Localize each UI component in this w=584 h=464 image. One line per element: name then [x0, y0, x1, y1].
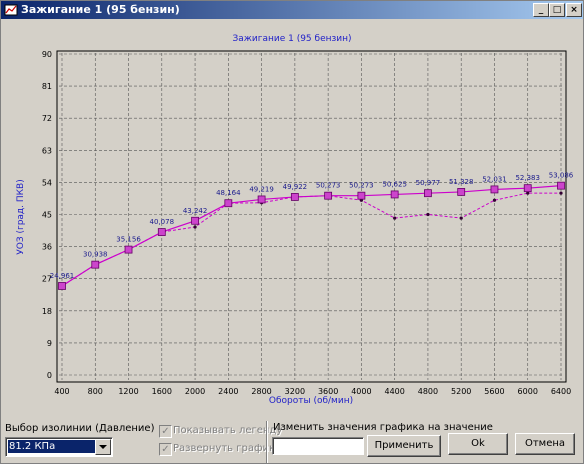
x-tick-label: 5600 — [484, 387, 504, 396]
show-legend-checkbox[interactable]: ✓ — [159, 425, 172, 438]
x-tick-label: 4800 — [418, 387, 438, 396]
y-tick-label: 63 — [42, 146, 52, 155]
chart-panel: Зажигание 1 (95 бензин) 400 800 1200 1600 20… — [6, 23, 578, 413]
y-tick-label: 36 — [42, 243, 52, 252]
x-tick-label: 1200 — [118, 387, 138, 396]
y-tick-label: 54 — [42, 178, 52, 187]
close-icon: × — [570, 5, 578, 15]
maximize-button[interactable]: □ — [549, 3, 565, 17]
show-legend-label: Показывать легенду — [173, 425, 283, 436]
data-label: 24,961 — [50, 272, 75, 280]
series-point-square — [490, 185, 499, 194]
y-axis-label: УОЗ (град. ПКВ) — [16, 179, 26, 254]
y-tick-label: 81 — [42, 82, 52, 91]
series-point-square — [357, 191, 366, 200]
y-tick-label: 0 — [47, 371, 52, 380]
series-point-square — [523, 184, 532, 193]
series-point-square — [390, 190, 399, 199]
series-line-main — [61, 185, 562, 287]
apply-button[interactable]: Применить — [367, 435, 441, 457]
data-label: 35,156 — [116, 236, 141, 244]
data-label: 52,031 — [482, 175, 507, 183]
x-axis-label: Обороты (об/мин) — [269, 396, 353, 406]
y-tick-label: 9 — [47, 339, 52, 348]
series-point-square — [224, 199, 233, 208]
x-tick-label: 6400 — [551, 387, 571, 396]
x-tick-label: 800 — [88, 387, 103, 396]
isoline-select-value: 81.2 КПа — [8, 440, 95, 453]
series-point-square — [257, 195, 266, 204]
app-icon — [4, 4, 18, 16]
x-tick-label: 2400 — [218, 387, 238, 396]
y-tick-label: 18 — [42, 307, 52, 316]
divider — [266, 421, 268, 463]
data-label: 49,922 — [283, 183, 308, 191]
x-tick-label: 6000 — [518, 387, 538, 396]
series-point-square — [191, 216, 199, 225]
series-point-square — [424, 189, 432, 198]
series-point-dot — [492, 198, 497, 202]
x-tick-label: 2800 — [251, 387, 271, 396]
isoline-dropdown-button[interactable] — [95, 439, 111, 455]
y-tick-label: 45 — [42, 211, 52, 220]
chevron-down-icon — [99, 445, 107, 449]
x-tick-label: 400 — [54, 387, 69, 396]
x-tick-label: 3200 — [285, 387, 305, 396]
window-title: Зажигание 1 (95 бензин) — [21, 3, 180, 16]
plot-area — [56, 50, 567, 383]
series-point-square — [290, 193, 299, 201]
series-point-square — [457, 188, 466, 196]
series-point-square — [157, 228, 166, 236]
series-point-square — [58, 282, 66, 290]
change-value-input[interactable] — [272, 437, 364, 455]
data-label: 50,273 — [316, 182, 341, 190]
series-point-dot — [193, 225, 197, 229]
x-tick-label: 1600 — [152, 387, 172, 396]
chart-title: Зажигание 1 (95 бензин) — [232, 34, 352, 44]
ok-button[interactable]: Ok — [448, 433, 508, 455]
x-tick-label: 4000 — [351, 387, 371, 396]
series-point-square — [91, 260, 100, 269]
y-tick-label: 72 — [42, 114, 52, 123]
series-point-dot — [393, 216, 397, 220]
x-tick-label: 5200 — [451, 387, 471, 396]
series-point-square — [557, 181, 565, 190]
data-label: 49,219 — [249, 185, 274, 193]
title-bar[interactable]: Зажигание 1 (95 бензин) _ □ × — [1, 1, 583, 19]
data-label: 50,625 — [382, 180, 407, 188]
series-point-dot — [526, 191, 530, 195]
close-button[interactable]: × — [566, 3, 582, 17]
series-point-dot — [426, 212, 430, 217]
chart-svg[interactable]: 400 800 1200 1600 2000 2400 2800 3200 3600 4000 44… — [6, 23, 578, 413]
y-tick-label: 27 — [42, 275, 52, 284]
expand-chart-label: Развернуть график — [173, 443, 276, 454]
series-point-square — [324, 191, 333, 200]
minimize-icon: _ — [538, 5, 544, 15]
data-label: 30,938 — [83, 251, 108, 259]
x-tick-label: 4400 — [384, 387, 404, 396]
data-label: 43,242 — [183, 207, 208, 215]
data-label: 52,383 — [515, 174, 540, 182]
minimize-button[interactable]: _ — [533, 3, 549, 17]
data-label: 50,977 — [416, 179, 441, 187]
isoline-select[interactable]: 81.2 КПа — [5, 437, 113, 457]
y-tick-label: 90 — [42, 50, 52, 59]
series-point-dot — [459, 216, 463, 220]
series-point-square — [124, 245, 133, 254]
data-label: 40,078 — [150, 218, 175, 226]
data-label: 53,086 — [549, 172, 574, 180]
data-label: 50,273 — [349, 182, 374, 190]
x-tick-label: 3600 — [318, 387, 338, 396]
data-label: 48,164 — [216, 189, 241, 197]
expand-chart-checkbox[interactable]: ✓ — [159, 443, 172, 456]
cancel-button[interactable]: Отмена — [515, 433, 575, 455]
isoline-label: Выбор изолинии (Давление) — [5, 423, 155, 434]
data-label: 51,328 — [449, 178, 474, 186]
maximize-icon: □ — [552, 5, 562, 15]
change-value-label: Изменить значения графика на значение — [273, 422, 493, 433]
x-tick-label: 2000 — [185, 387, 205, 396]
series-point-dot — [559, 191, 563, 195]
